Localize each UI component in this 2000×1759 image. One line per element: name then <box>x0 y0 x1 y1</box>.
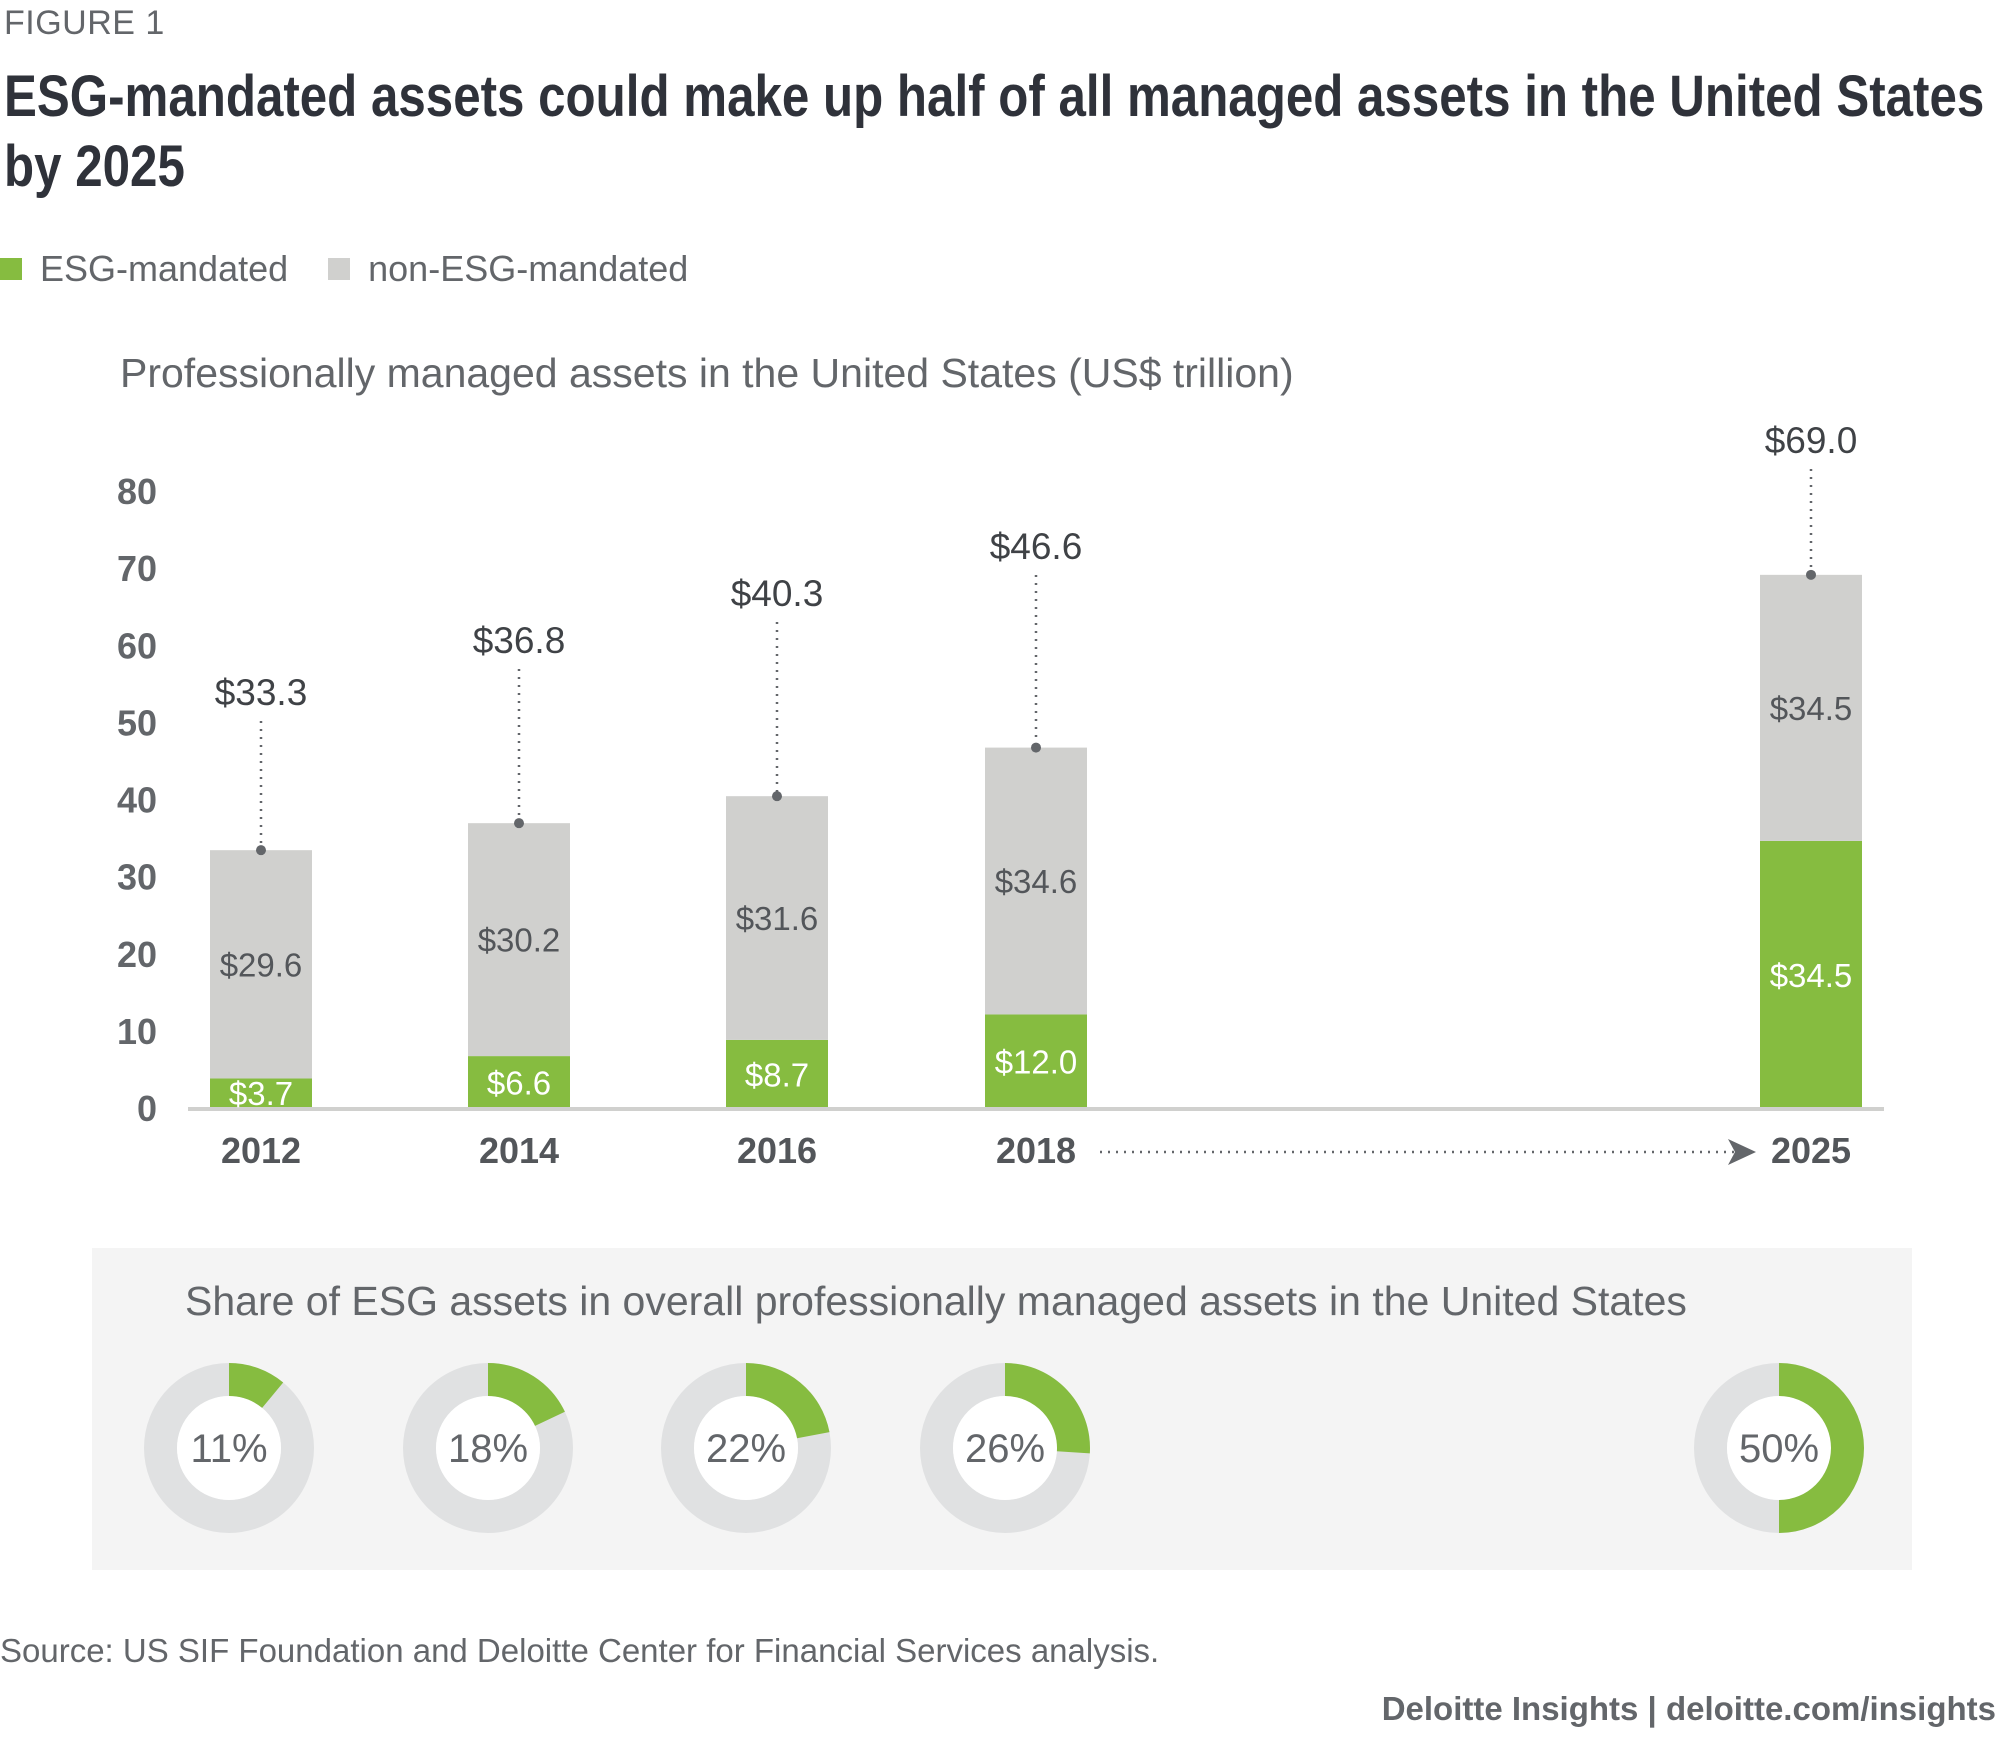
bar-label-esg: $8.7 <box>745 1056 809 1093</box>
donut-2012: 11% <box>144 1363 314 1533</box>
y-tick-label: 10 <box>117 1011 157 1052</box>
donut-value-label: 50% <box>1739 1427 1819 1471</box>
donut-hole <box>1727 1396 1831 1500</box>
stacked-bar-chart: 0 10 20 30 40 50 60 70 80 $3.7 $29.6 $33.3 2012 $6.6 $… <box>117 420 1884 1171</box>
bar-label-non-esg: $30.2 <box>478 922 561 959</box>
donut-value-label: 18% <box>448 1427 528 1471</box>
bar-total-label: $33.3 <box>215 672 308 713</box>
bar-label-non-esg: $29.6 <box>220 946 303 983</box>
donut-2016: 22% <box>661 1363 831 1533</box>
total-dot <box>1806 569 1816 580</box>
donut-slice-esg <box>229 1363 284 1408</box>
donut-slice-esg <box>1005 1363 1090 1454</box>
y-tick-label: 0 <box>137 1088 157 1129</box>
total-dot <box>256 845 266 856</box>
figure-label: FIGURE 1 <box>4 4 165 42</box>
y-tick-label: 80 <box>117 471 157 512</box>
donut-hole <box>177 1396 281 1500</box>
brand-footer: Deloitte Insights | deloitte.com/insight… <box>1381 1690 1996 1727</box>
donut-track <box>144 1363 314 1533</box>
bar-segment-non-esg <box>726 796 828 1040</box>
donut-track <box>661 1363 831 1533</box>
y-tick-label: 20 <box>117 934 157 975</box>
y-tick-label: 30 <box>117 857 157 898</box>
bar-segment-esg <box>210 1078 312 1107</box>
share-panel-title: Share of ESG assets in overall professio… <box>185 1278 1687 1324</box>
donut-slice-esg <box>746 1363 830 1439</box>
donut-hole <box>694 1396 798 1500</box>
bar-label-non-esg: $34.6 <box>995 863 1078 900</box>
bar-segment-esg <box>1760 840 1862 1107</box>
donut-2025: 50% <box>1694 1363 1864 1533</box>
bar-label-esg: $12.0 <box>995 1044 1078 1081</box>
bar-chart-subtitle: Professionally managed assets in the Uni… <box>120 350 1294 396</box>
bar-segment-non-esg <box>985 747 1087 1015</box>
chart-title: ESG-mandated assets could make up half o… <box>4 62 1985 202</box>
donut-2018: 26% <box>920 1363 1090 1533</box>
bar-total-label: $40.3 <box>731 573 824 614</box>
total-dot <box>772 791 782 802</box>
bar-total-label: $69.0 <box>1765 420 1858 461</box>
bar-segment-non-esg <box>1760 574 1862 841</box>
bar-label-esg: $34.5 <box>1770 957 1853 994</box>
bar-segment-esg <box>726 1039 828 1107</box>
y-tick-label: 70 <box>117 548 157 589</box>
donut-value-label: 22% <box>706 1427 786 1471</box>
source-note: Source: US SIF Foundation and Deloitte C… <box>0 1632 1160 1669</box>
bar-label-non-esg: $34.5 <box>1770 690 1853 727</box>
bar-label-non-esg: $31.6 <box>736 900 819 937</box>
legend-label-non-esg: non-ESG-mandated <box>368 248 689 289</box>
donut-2014: 18% <box>403 1363 573 1533</box>
bar-total-label: $46.6 <box>990 526 1083 567</box>
y-tick-label: 60 <box>117 625 157 666</box>
donut-value-label: 26% <box>965 1427 1045 1471</box>
donut-slice-esg <box>1779 1363 1864 1533</box>
bar-segment-esg <box>468 1056 570 1107</box>
y-tick-label: 40 <box>117 780 157 821</box>
legend-swatch-non-esg <box>328 258 351 280</box>
y-tick-label: 50 <box>117 702 157 743</box>
donut-hole <box>953 1396 1057 1500</box>
total-dot <box>514 818 524 829</box>
bar-total-label: $36.8 <box>473 620 566 661</box>
projection-arrow-head <box>1728 1139 1756 1165</box>
donut-track <box>403 1363 573 1533</box>
legend-item-non-esg: non-ESG-mandated <box>328 248 688 290</box>
donut-charts: 11% 18% 22% 26% 50% <box>144 1363 1864 1533</box>
legend-item-esg: ESG-mandated <box>0 248 288 290</box>
bar-label-esg: $3.7 <box>229 1075 293 1112</box>
donut-slice-esg <box>488 1363 565 1426</box>
legend-label-esg: ESG-mandated <box>40 248 289 289</box>
total-dot <box>1031 742 1041 753</box>
donut-value-label: 11% <box>190 1427 267 1471</box>
chart-title-line-1: ESG-mandated assets could make up half o… <box>4 64 1985 129</box>
chart-title-line-2: by 2025 <box>4 134 185 199</box>
legend-swatch-esg <box>0 258 22 280</box>
legend: ESG-mandated non-ESG-mandated <box>0 248 728 290</box>
x-tick-label: 2018 <box>996 1130 1076 1171</box>
x-tick-label: 2014 <box>479 1130 559 1171</box>
bar-label-esg: $6.6 <box>487 1065 551 1102</box>
x-tick-label: 2012 <box>221 1130 301 1171</box>
bar-segment-esg <box>985 1014 1087 1107</box>
x-tick-label: 2025 <box>1771 1130 1851 1171</box>
x-tick-label: 2016 <box>737 1130 817 1171</box>
bar-segment-non-esg <box>468 823 570 1057</box>
bar-segment-non-esg <box>210 850 312 1079</box>
donut-hole <box>436 1396 540 1500</box>
